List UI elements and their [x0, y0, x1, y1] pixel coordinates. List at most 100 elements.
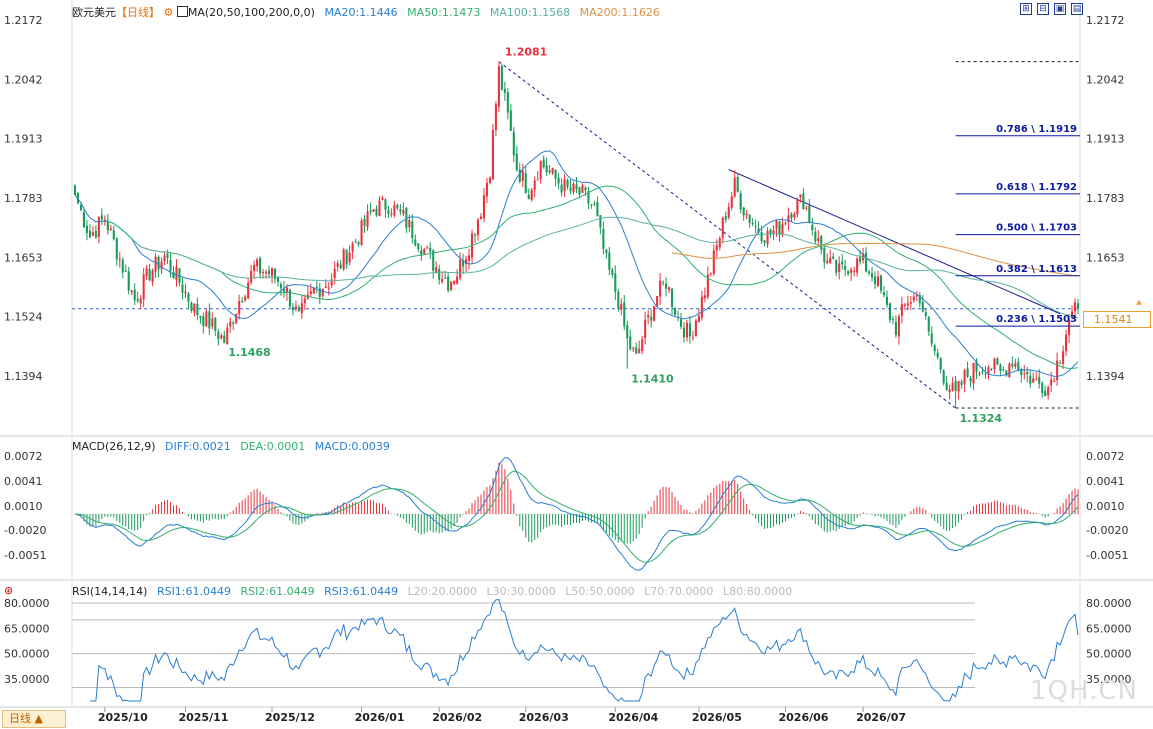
candle-body[interactable]	[163, 255, 166, 262]
candle-body[interactable]	[721, 217, 724, 238]
candle-body[interactable]	[876, 276, 880, 287]
candle-body[interactable]	[870, 273, 874, 278]
candlestick-series[interactable]	[73, 61, 1080, 408]
candle-body[interactable]	[300, 303, 303, 314]
candle-body[interactable]	[900, 304, 903, 316]
candle-body[interactable]	[241, 301, 244, 303]
candle-body[interactable]	[1005, 370, 1008, 376]
candle-body[interactable]	[826, 260, 829, 264]
candle-body[interactable]	[930, 333, 933, 344]
candle-body[interactable]	[1065, 334, 1068, 351]
candle-body[interactable]	[608, 252, 611, 270]
candle-body[interactable]	[569, 187, 572, 192]
candle-body[interactable]	[106, 220, 109, 231]
candle-body[interactable]	[838, 263, 841, 272]
candle-body[interactable]	[611, 269, 614, 275]
candle-body[interactable]	[154, 256, 157, 272]
candle-body[interactable]	[375, 208, 378, 216]
candle-body[interactable]	[799, 194, 802, 198]
settings-icon[interactable]: ⚙	[163, 6, 174, 19]
candle-body[interactable]	[139, 298, 142, 304]
candle-body[interactable]	[465, 258, 468, 265]
candle-body[interactable]	[336, 263, 339, 267]
candle-body[interactable]	[229, 321, 232, 327]
candle-body[interactable]	[566, 179, 569, 187]
candle-body[interactable]	[790, 213, 793, 219]
candle-body[interactable]	[620, 304, 623, 310]
candle-body[interactable]	[438, 268, 441, 280]
candle-body[interactable]	[148, 269, 151, 281]
candle-body[interactable]	[414, 239, 417, 246]
candle-body[interactable]	[894, 321, 897, 336]
candle-body[interactable]	[817, 238, 820, 241]
candle-body[interactable]	[196, 303, 199, 315]
candle-body[interactable]	[485, 182, 488, 197]
candle-body[interactable]	[420, 250, 423, 255]
candle-body[interactable]	[345, 249, 348, 265]
candle-body[interactable]	[679, 319, 683, 327]
candle-body[interactable]	[787, 215, 790, 223]
candle-body[interactable]	[793, 213, 796, 218]
candle-body[interactable]	[273, 268, 277, 280]
candle-body[interactable]	[524, 173, 527, 194]
candle-body[interactable]	[1068, 319, 1071, 336]
candle-body[interactable]	[542, 159, 545, 168]
candle-body[interactable]	[984, 373, 987, 375]
candle-body[interactable]	[417, 243, 420, 250]
candle-body[interactable]	[473, 234, 477, 236]
candle-body[interactable]	[638, 348, 641, 354]
candle-body[interactable]	[1020, 369, 1023, 376]
candle-body[interactable]	[527, 194, 530, 200]
candle-body[interactable]	[321, 289, 324, 297]
candle-body[interactable]	[366, 211, 369, 228]
candle-body[interactable]	[157, 256, 160, 270]
candle-body[interactable]	[262, 272, 265, 274]
candle-body[interactable]	[921, 301, 924, 312]
candle-body[interactable]	[670, 288, 674, 307]
candle-body[interactable]	[279, 284, 283, 289]
candle-body[interactable]	[357, 242, 360, 245]
candle-body[interactable]	[232, 322, 235, 324]
candle-body[interactable]	[318, 288, 321, 298]
candle-body[interactable]	[632, 348, 635, 350]
candle-body[interactable]	[354, 241, 357, 243]
candle-body[interactable]	[763, 240, 766, 243]
candle-body[interactable]	[915, 295, 918, 297]
candle-body[interactable]	[859, 257, 862, 262]
candle-body[interactable]	[718, 238, 721, 248]
candle-body[interactable]	[247, 282, 250, 299]
candle-body[interactable]	[554, 169, 557, 179]
candle-body[interactable]	[891, 319, 894, 321]
candle-body[interactable]	[1029, 375, 1032, 384]
candle-body[interactable]	[205, 311, 208, 327]
candle-body[interactable]	[1008, 363, 1011, 378]
candle-body[interactable]	[972, 362, 975, 384]
candle-body[interactable]	[450, 281, 453, 290]
candle-body[interactable]	[112, 230, 115, 240]
candle-body[interactable]	[312, 287, 315, 294]
candle-body[interactable]	[694, 320, 697, 337]
candle-body[interactable]	[426, 247, 429, 249]
zoom-out-button[interactable]: ⊟	[1037, 3, 1049, 15]
candle-body[interactable]	[97, 217, 100, 237]
candle-body[interactable]	[1035, 379, 1038, 381]
candle-body[interactable]	[351, 243, 354, 252]
candle-body[interactable]	[617, 291, 620, 309]
candle-body[interactable]	[754, 226, 757, 228]
candle-body[interactable]	[500, 66, 503, 90]
candle-body[interactable]	[868, 271, 871, 274]
candle-body[interactable]	[888, 303, 891, 320]
candle-body[interactable]	[623, 302, 626, 327]
candle-body[interactable]	[533, 180, 536, 190]
candle-body[interactable]	[223, 335, 226, 344]
candle-body[interactable]	[662, 282, 665, 284]
candle-body[interactable]	[688, 323, 691, 337]
candle-body[interactable]	[1026, 371, 1029, 375]
candle-body[interactable]	[557, 177, 560, 184]
candle-body[interactable]	[339, 264, 342, 269]
candle-body[interactable]	[91, 232, 94, 236]
candle-body[interactable]	[130, 290, 133, 293]
candle-body[interactable]	[814, 231, 817, 242]
candle-body[interactable]	[590, 204, 593, 206]
candle-body[interactable]	[1041, 383, 1044, 394]
